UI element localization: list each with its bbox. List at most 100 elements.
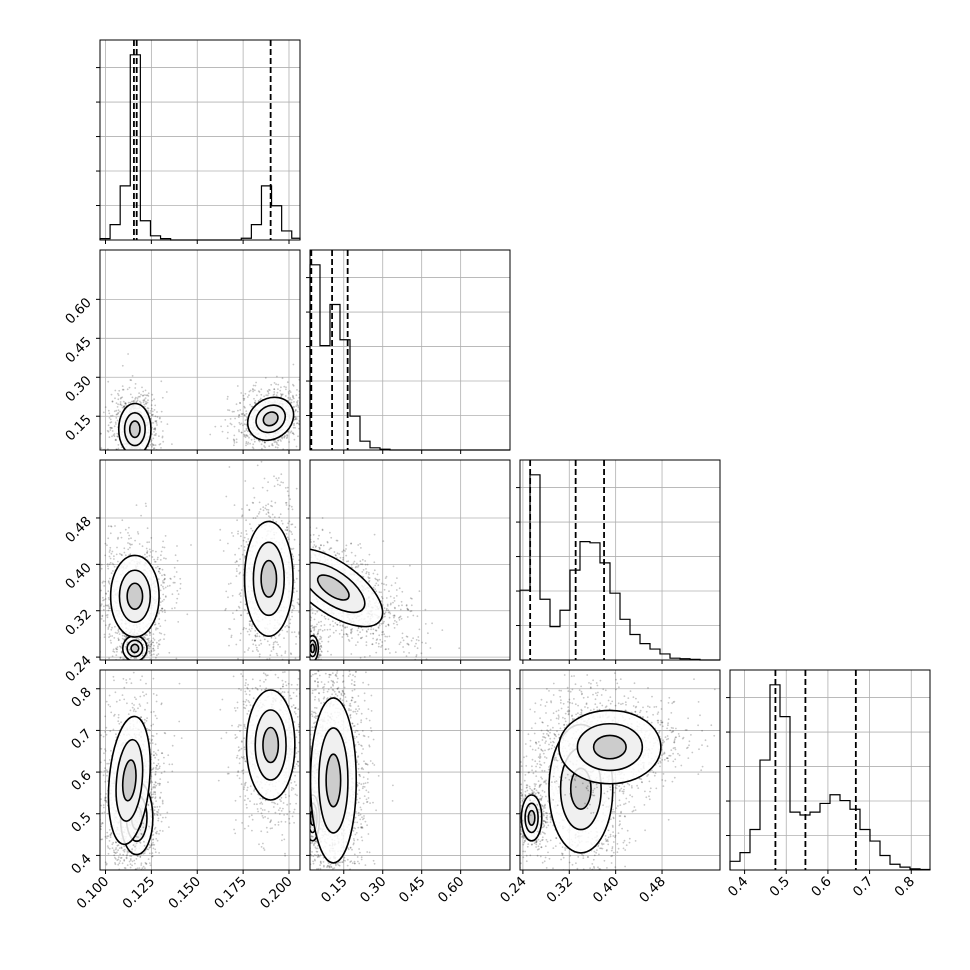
sample-point <box>302 413 304 415</box>
sample-point <box>139 456 141 458</box>
sample-point <box>151 393 154 396</box>
sample-point <box>114 389 117 392</box>
sample-point <box>113 433 116 435</box>
sample-point <box>117 409 120 412</box>
sample-point <box>179 587 182 590</box>
sample-point <box>259 508 262 511</box>
sample-point <box>319 648 322 650</box>
sample-point <box>113 435 116 438</box>
sample-point <box>233 440 236 443</box>
sample-point <box>125 665 127 667</box>
sample-point <box>154 427 156 430</box>
sample-point <box>147 647 150 649</box>
sample-point <box>268 388 270 391</box>
sample-point <box>111 400 114 403</box>
sample-point <box>119 552 121 555</box>
sample-point <box>330 547 333 549</box>
sample-point <box>401 632 404 635</box>
sample-point <box>272 519 274 521</box>
sample-point <box>296 400 299 402</box>
sample-point <box>255 381 257 384</box>
sample-point <box>144 463 146 465</box>
sample-point <box>145 644 147 647</box>
sample-point <box>293 438 296 441</box>
sample-point <box>294 418 297 420</box>
sample-point <box>263 477 266 480</box>
sample-point <box>281 436 284 439</box>
sample-point <box>175 602 178 604</box>
sample-point <box>284 626 287 628</box>
sample-point <box>248 390 251 393</box>
sample-point <box>246 443 249 445</box>
sample-point <box>282 694 284 696</box>
sample-point <box>285 501 288 504</box>
sample-point <box>140 514 143 517</box>
sample-point <box>147 637 150 640</box>
sample-point <box>248 628 251 631</box>
sample-point <box>147 464 149 466</box>
sample-point <box>287 454 289 456</box>
sample-point <box>292 363 295 366</box>
sample-point <box>263 638 266 641</box>
sample-point <box>295 567 297 569</box>
sample-point <box>113 558 115 560</box>
sample-point <box>177 593 180 595</box>
sample-point <box>274 440 277 443</box>
sample-point <box>304 642 306 644</box>
sample-point <box>244 436 247 439</box>
sample-point <box>104 624 107 627</box>
sample-point <box>238 593 241 596</box>
sample-point <box>159 567 161 570</box>
sample-point <box>294 409 297 412</box>
sample-point <box>176 589 179 592</box>
sample-point <box>406 642 409 645</box>
sample-point <box>132 461 134 463</box>
sample-point <box>267 481 269 483</box>
sample-point <box>108 657 110 660</box>
sample-point <box>363 656 366 658</box>
sample-point <box>158 443 161 446</box>
sample-point <box>308 666 310 668</box>
sample-point <box>138 392 141 394</box>
sample-point <box>121 634 124 637</box>
sample-point <box>154 420 157 423</box>
sample-point <box>129 452 131 454</box>
sample-point <box>135 455 137 457</box>
sample-point <box>258 454 260 456</box>
sample-point <box>241 413 244 416</box>
sample-point <box>159 559 162 561</box>
sample-point <box>276 446 279 449</box>
sample-point <box>342 558 344 561</box>
sample-point <box>252 388 255 391</box>
sample-point <box>307 636 309 638</box>
sample-point <box>145 472 147 474</box>
sample-point <box>290 401 293 404</box>
sample-point <box>296 590 298 593</box>
sample-point <box>260 460 263 463</box>
sample-point <box>162 540 165 543</box>
sample-point <box>128 662 130 664</box>
sample-point <box>162 430 164 432</box>
sample-point <box>286 434 289 437</box>
sample-point <box>302 610 304 612</box>
sample-point <box>129 451 131 453</box>
sample-point <box>117 631 120 633</box>
sample-point <box>274 501 277 504</box>
sample-point <box>152 549 154 552</box>
sample-point <box>127 532 129 534</box>
sample-point <box>306 628 308 630</box>
sample-point <box>275 652 278 655</box>
sample-point <box>286 434 288 436</box>
sample-point <box>249 663 251 665</box>
sample-point <box>125 664 127 666</box>
sample-point <box>261 447 263 450</box>
sample-point <box>120 553 123 556</box>
y-tick-label: 0.30 <box>62 373 95 406</box>
sample-point <box>108 577 111 580</box>
sample-point <box>350 629 353 631</box>
sample-point <box>146 638 149 641</box>
sample-point <box>392 601 394 604</box>
sample-point <box>243 423 246 426</box>
sample-point <box>294 410 296 413</box>
sample-point <box>143 403 146 406</box>
